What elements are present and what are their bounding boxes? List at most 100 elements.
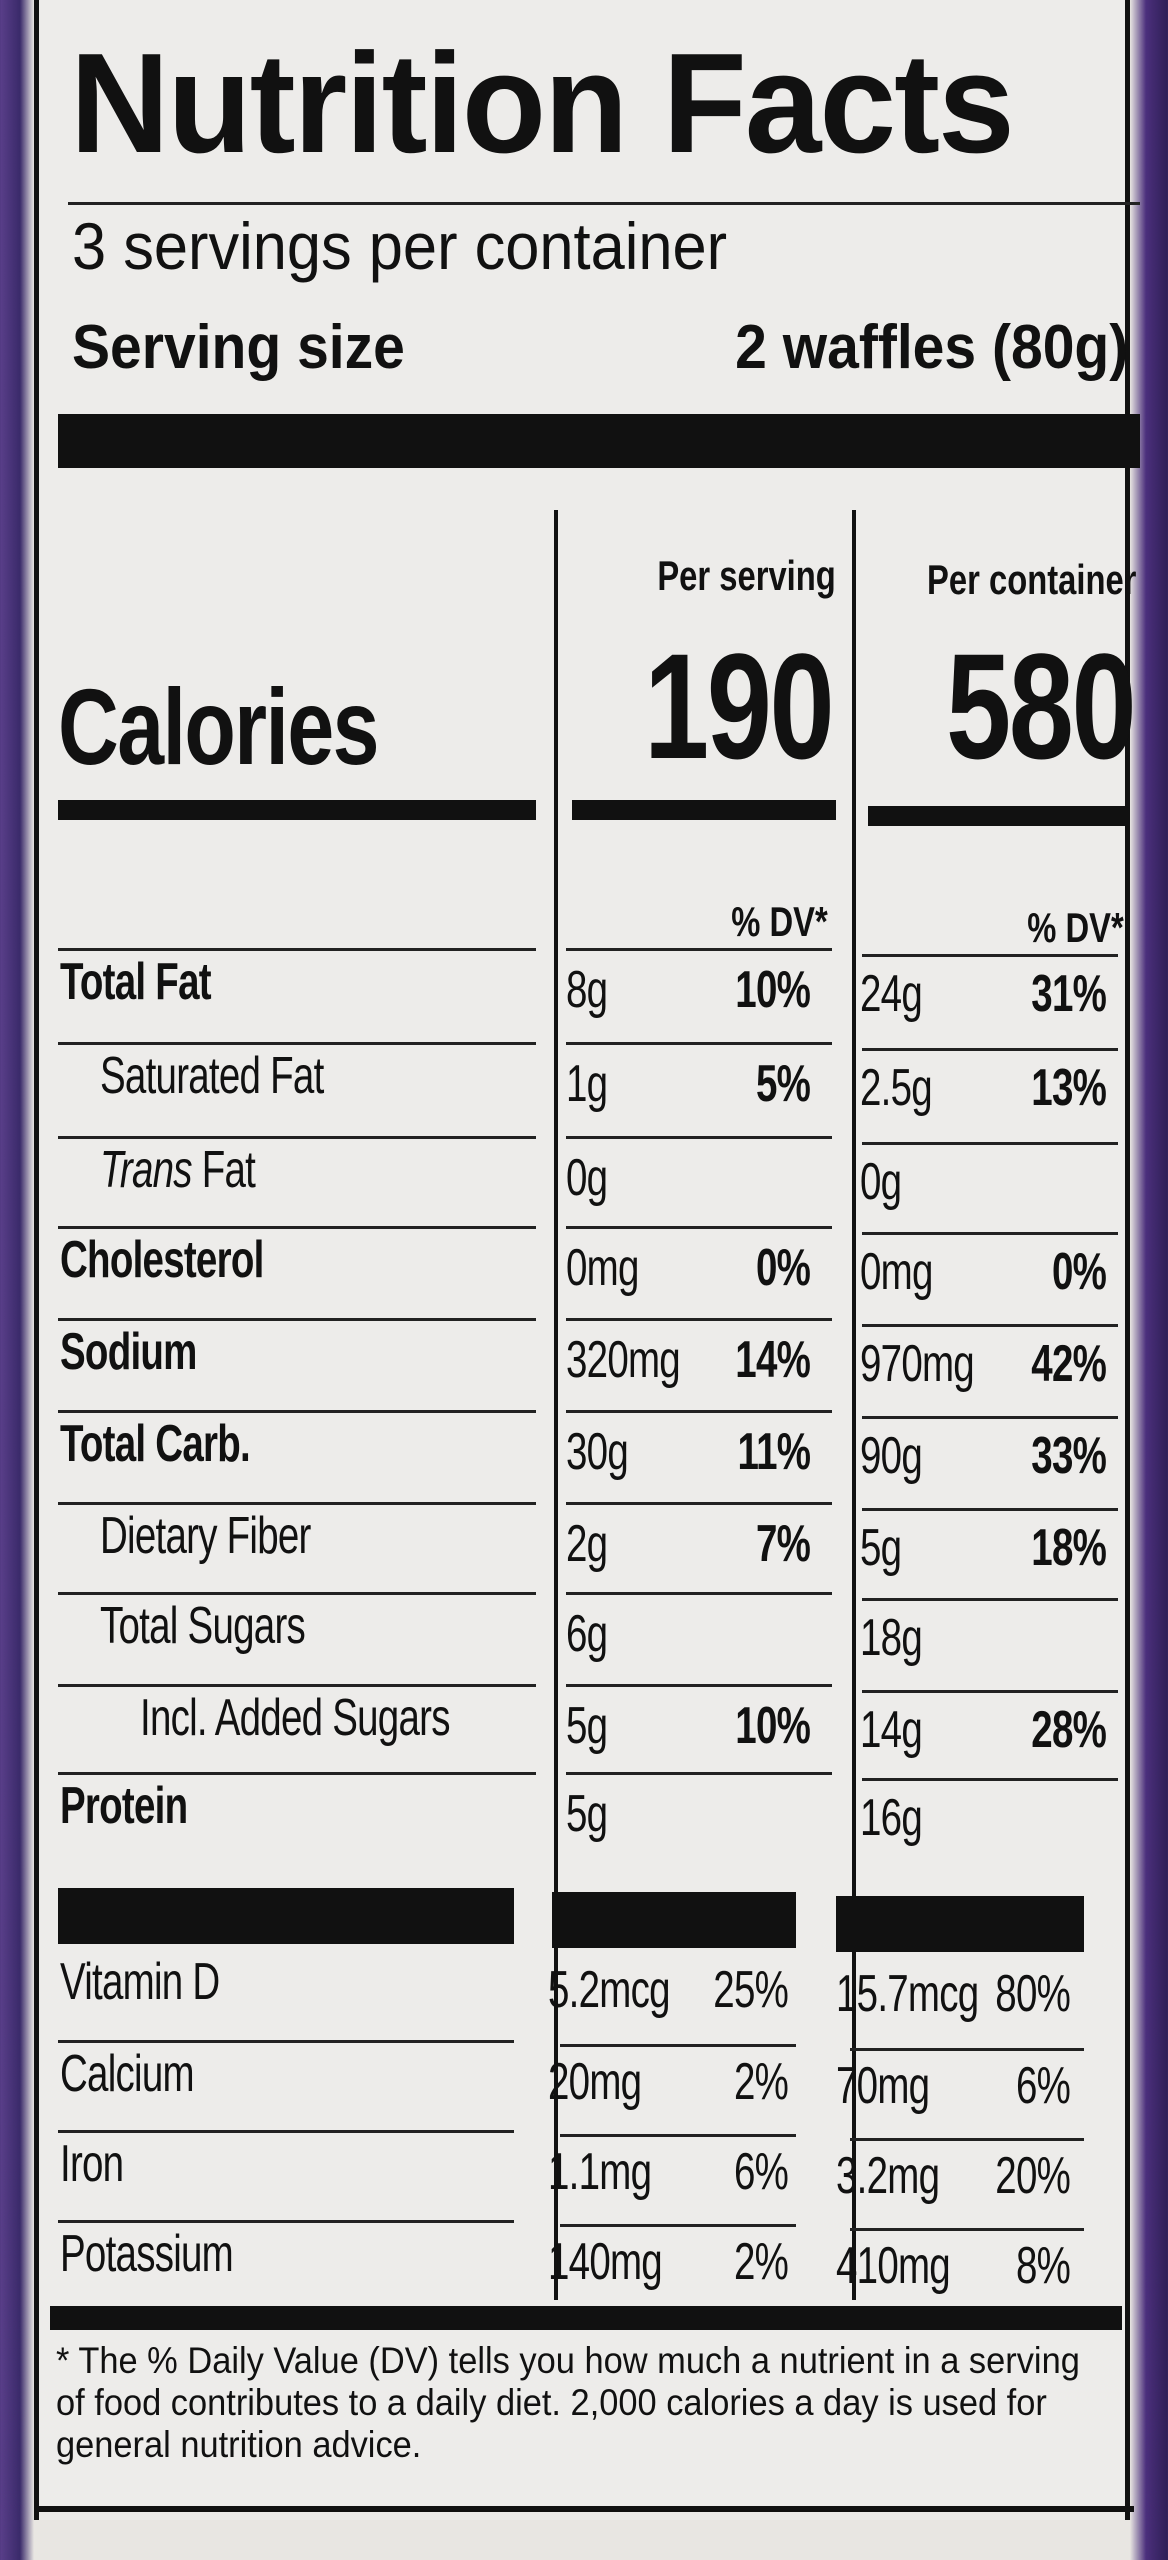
container-amount: 14g [860,1700,944,1760]
nutrient-name: Incl. Added Sugars [140,1689,450,1747]
serving-dv [560,1148,810,1166]
container-amount-text: 16g [860,1789,923,1847]
container-amount: 18g [860,1608,944,1668]
container-dv-text: 0% [1051,1243,1107,1301]
row-rule [58,1502,536,1505]
nutrient-name: Cholesterol [60,1231,264,1289]
container-amount-text: 2.5g [860,1059,933,1117]
dv-header-serving: % DV* [731,898,828,945]
row-rule [862,954,1118,957]
vitamin-rule [560,2044,796,2047]
vitamin-rule [58,2040,514,2043]
vitamin-container-dv-text: 20% [995,2147,1071,2205]
row-rule [58,1226,536,1229]
container-amount-text: 5g [860,1519,902,1577]
container-dv-text: 42% [1031,1335,1107,1393]
vitamin-container-amount: 70mg [836,2056,962,2116]
serving-amount: 0mg [566,1238,664,1298]
vitamin-name: Calcium [60,2045,195,2103]
container-dv-text: 31% [1031,965,1107,1023]
serving-dv [560,1784,810,1802]
vitamin-serving-amount-text: 5.2mcg [548,1961,670,2019]
container-amount-text: 0mg [860,1243,933,1301]
nutrient-name-rest: Fat [191,1141,256,1199]
vitamin-container-amount-text: 70mg [836,2057,930,2115]
nutrient-name: Saturated Fat [100,1047,324,1105]
serving-amount-text: 0g [566,1149,608,1207]
vitamin-rule [850,2228,1084,2231]
vitamin-serving-amount: 1.1mg [548,2142,688,2202]
serving-dv: 5% [560,1054,811,1114]
serving-dv-text: 11% [737,1423,810,1481]
vitamin-serving-amount: 140mg [548,2232,702,2292]
container-dv: 42% [858,1334,1107,1394]
row-rule [566,948,832,951]
vitamin-container-dv: 8% [836,2236,1071,2296]
vitamin-container-amount-text: 3.2mg [836,2147,940,2205]
container-amount-text: 14g [860,1701,923,1759]
serving-amount: 0g [566,1148,622,1208]
row-rule [862,1142,1118,1145]
serving-dv: 11% [560,1422,810,1482]
vitamin-serving-dv: 2% [548,2232,789,2292]
per-serving-heading: Per serving [657,552,836,599]
nutrient-name: Total Carb. [60,1415,251,1473]
nutrient-name: Sodium [60,1323,197,1381]
nutrient-label: Total Fat [60,952,264,1012]
nutrient-label: Sodium [60,1322,245,1382]
vitamin-container-amount: 410mg [836,2236,990,2296]
serving-amount-text: 30g [566,1423,629,1481]
servings-per-container: 3 servings per container [72,209,728,283]
vitamin-serving-dv-text: 2% [733,2053,789,2111]
serving-amount: 6g [566,1604,622,1664]
serving-amount: 5g [566,1696,622,1756]
column-divider-2 [852,510,856,2300]
container-amount-text: 0g [860,1153,902,1211]
nutrient-name: Trans Fat [100,1140,256,1200]
vitamin-serving-amount: 20mg [548,2052,674,2112]
row-rule [566,1136,832,1139]
row-rule [566,1684,832,1687]
panel-title: Nutrition Facts [70,24,1015,183]
serving-dv-text: 5% [755,1055,811,1113]
serving-dv: 10% [560,1696,811,1756]
vitamin-container-amount: 3.2mg [836,2146,976,2206]
vitamin-rule [850,2048,1084,2051]
row-rule [862,1048,1118,1051]
vitamin-rule [560,2134,796,2137]
container-amount: 90g [860,1426,944,1486]
panel-bottom-border [34,2506,1134,2512]
vitamin-serving-amount: 5.2mcg [548,1960,713,2020]
row-rule [862,1508,1118,1511]
vitamin-container-dv: 80% [836,1964,1071,2024]
row-rule [566,1226,832,1229]
vitamin-container-amount-text: 15.7mcg [836,1965,979,2023]
vitamin-rule [850,2138,1084,2141]
vitamin-rule [560,2224,796,2227]
serving-dv: 0% [560,1238,811,1298]
serving-amount: 2g [566,1514,622,1574]
vitamin-label: Vitamin D [60,1952,275,2012]
serving-amount: 8g [566,960,622,1020]
container-amount-text: 90g [860,1427,923,1485]
row-rule [566,1042,832,1045]
serving-amount-text: 6g [566,1605,608,1663]
vitamin-serving-dv: 6% [548,2142,789,2202]
calories-bar-3 [868,806,1128,826]
serving-amount-text: 2g [566,1515,608,1573]
vitamin-label: Potassium [60,2224,294,2284]
container-amount: 970mg [860,1334,1014,1394]
serving-dv: 14% [560,1330,811,1390]
thick-bar-top [58,414,1140,468]
vitamin-name: Potassium [60,2225,234,2283]
vitamin-container-dv-text: 80% [995,1965,1071,2023]
container-amount-text: 970mg [860,1335,975,1393]
row-rule [862,1778,1118,1781]
nutrient-label: Saturated Fat [100,1046,402,1106]
nutrient-name: Dietary Fiber [100,1507,311,1565]
row-rule [566,1410,832,1413]
container-dv-text: 33% [1031,1427,1107,1485]
row-rule [58,1684,536,1687]
serving-dv [560,1604,810,1622]
vitamin-label: Calcium [60,2044,241,2104]
